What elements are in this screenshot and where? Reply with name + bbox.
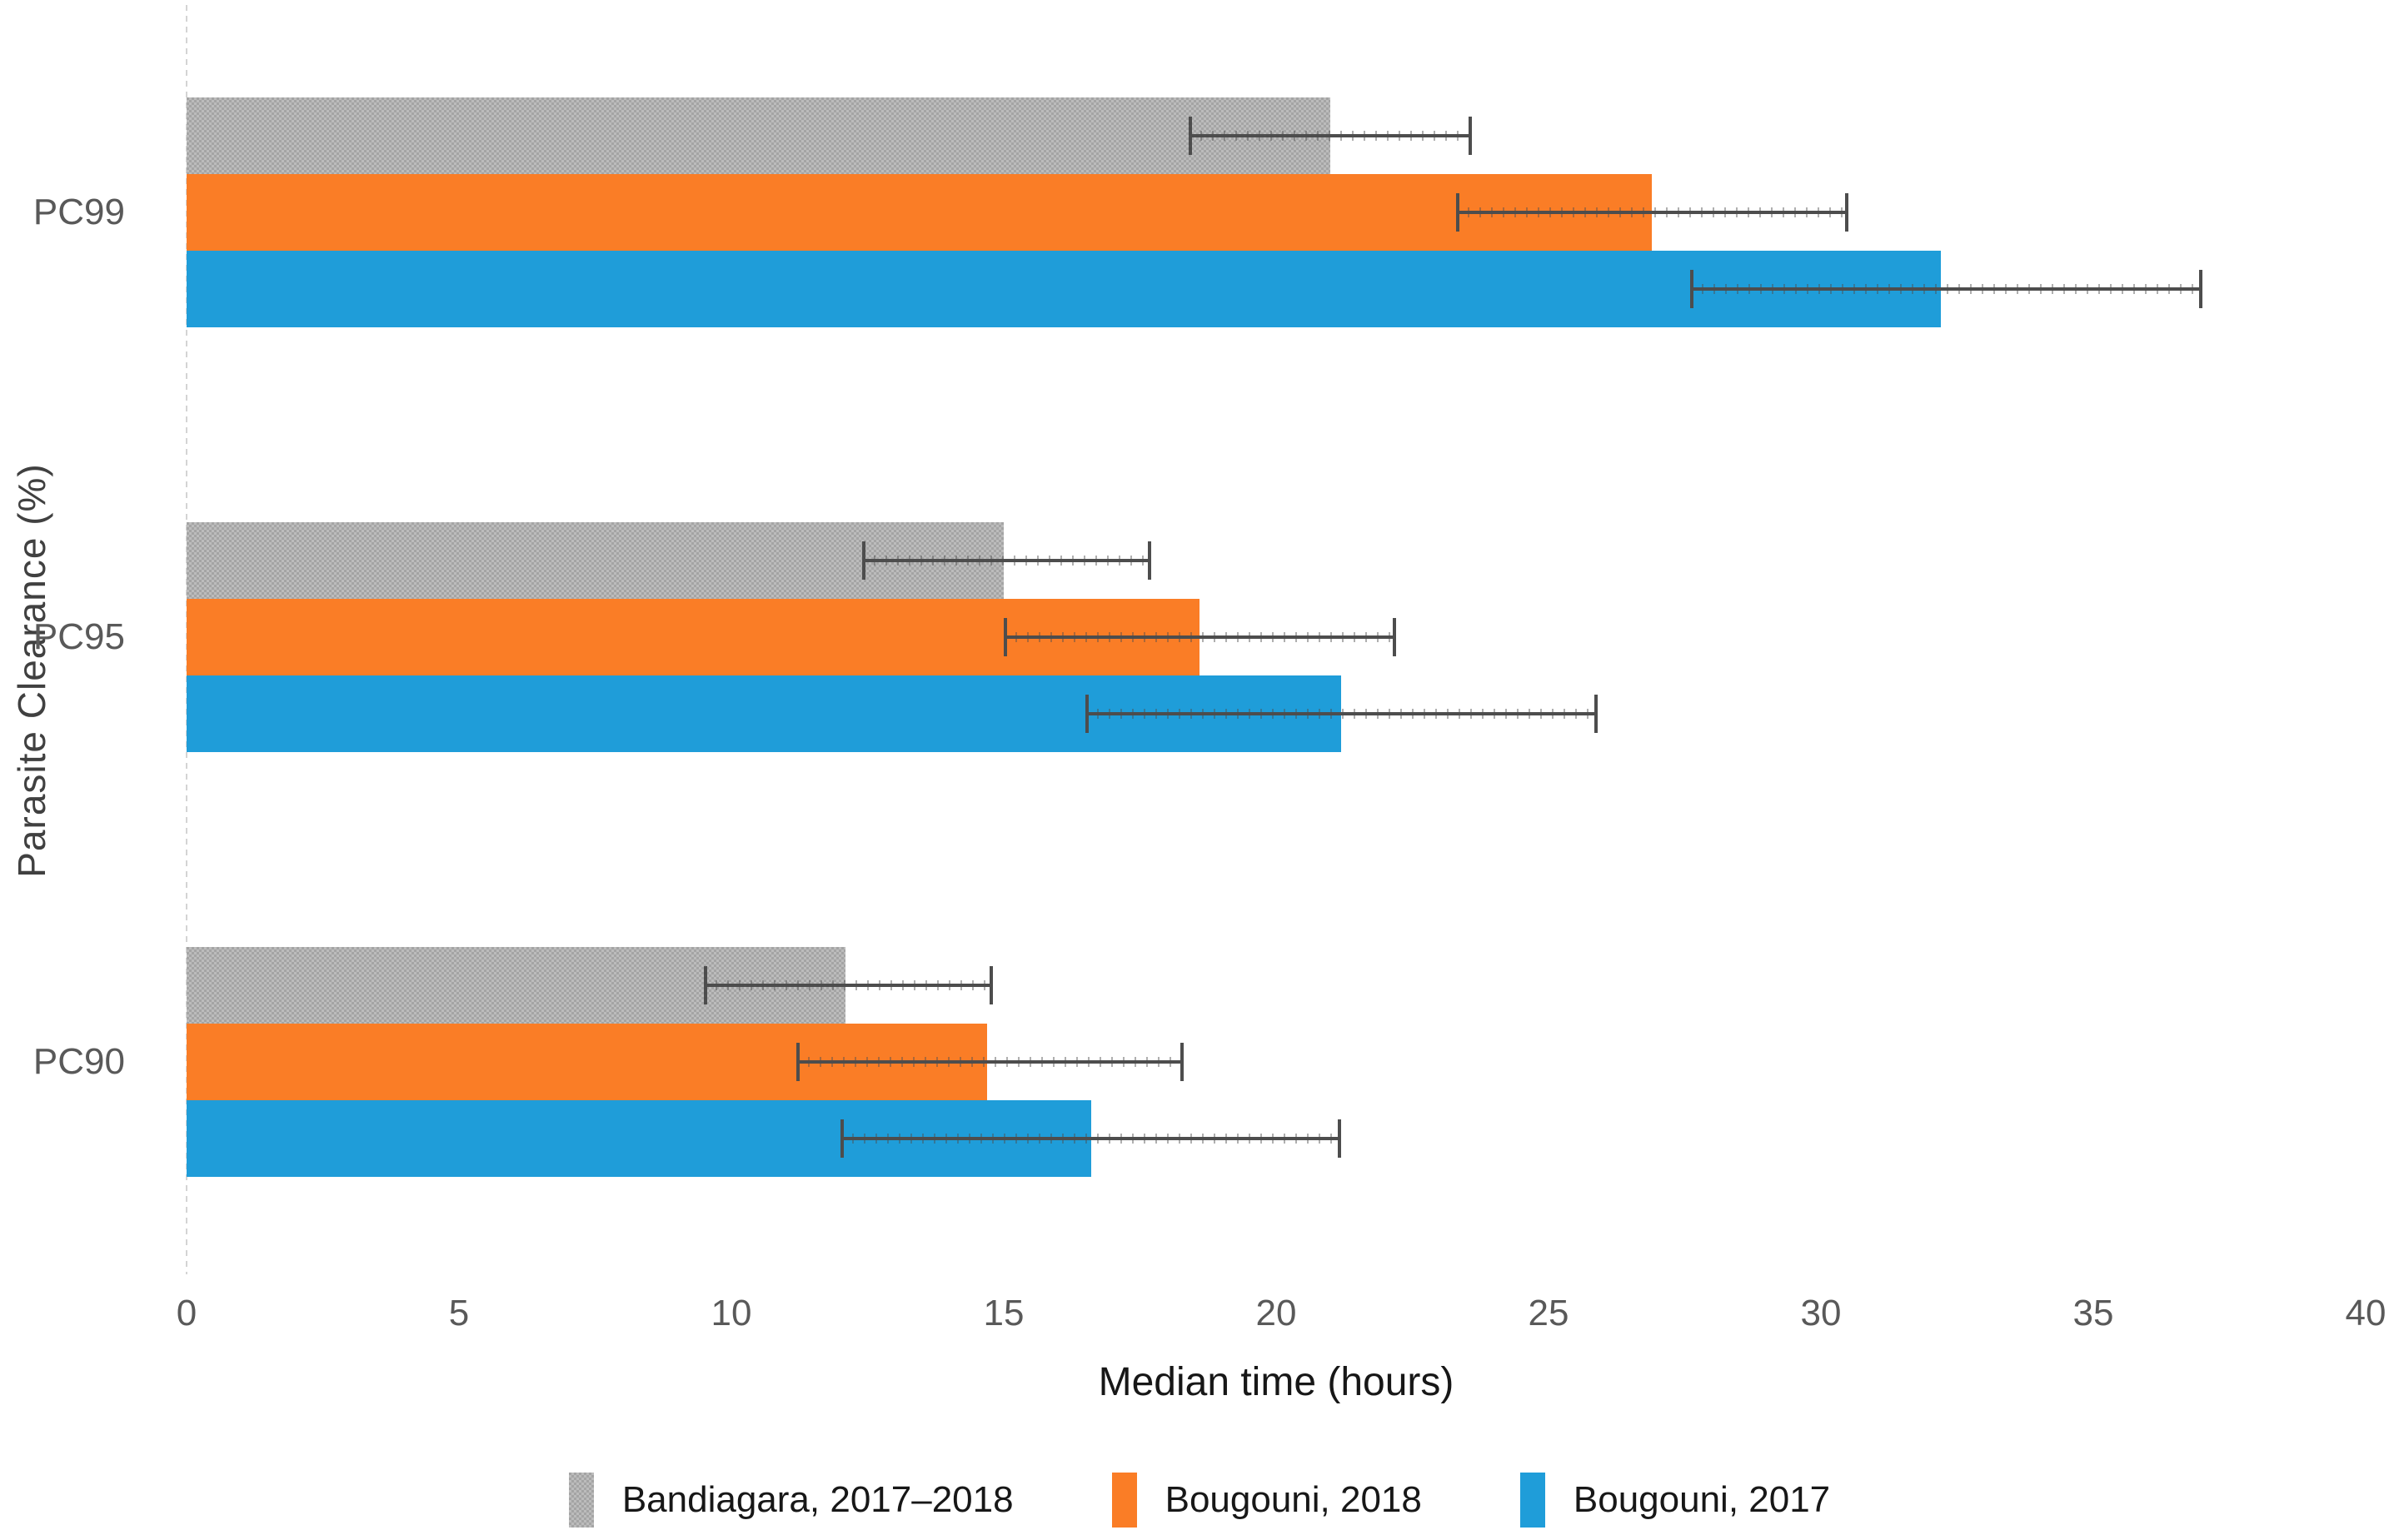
error-bar-pc95-bandiagara-2017-2018 xyxy=(861,541,1151,580)
error-bar-cap-left xyxy=(1455,193,1459,232)
error-bar-cap-left xyxy=(861,541,865,580)
error-bar-cap-left xyxy=(840,1119,844,1158)
error-bar-pc90-bandiagara-2017-2018 xyxy=(704,966,993,1004)
bar-row-pc99-bougouni-2018 xyxy=(187,174,2366,251)
bar-row-pc90-bougouni-2017 xyxy=(187,1100,2366,1177)
error-bar-cap-right xyxy=(1180,1043,1184,1081)
error-bar-pc95-bougouni-2017 xyxy=(1085,695,1598,733)
legend-swatch-bandiagara-2017-2018 xyxy=(568,1473,594,1528)
error-bar-cap-left xyxy=(1690,270,1694,308)
error-bar-pc95-bougouni-2018 xyxy=(1004,618,1396,656)
error-bar-cap-right xyxy=(1392,618,1396,656)
legend-item-bougouni-2018: Bougouni, 2018 xyxy=(1111,1473,1422,1528)
bar-row-pc99-bougouni-2017 xyxy=(187,251,2366,327)
bar-pc99-bougouni-2017 xyxy=(187,251,1941,327)
error-bar-cap-left xyxy=(1189,117,1193,155)
error-bar-line xyxy=(1455,211,1848,214)
category-label-pc99: PC99 xyxy=(32,192,125,232)
x-axis-title: Median time (hours) xyxy=(1098,1360,1454,1404)
error-bar-line xyxy=(1085,712,1598,715)
error-bar-cap-left xyxy=(704,966,708,1004)
x-tick-label-10: 10 xyxy=(711,1293,752,1333)
legend-item-bougouni-2017: Bougouni, 2017 xyxy=(1519,1473,1831,1528)
error-bar-line xyxy=(861,559,1151,562)
error-bar-line xyxy=(1690,287,2202,291)
error-bar-pc99-bougouni-2017 xyxy=(1690,270,2202,308)
error-bar-cap-right xyxy=(1338,1119,1342,1158)
category-label-pc90: PC90 xyxy=(32,1041,125,1082)
error-bar-pc90-bougouni-2017 xyxy=(840,1119,1342,1158)
bar-pc99-bougouni-2018 xyxy=(187,174,1653,251)
x-tick-label-0: 0 xyxy=(176,1293,197,1333)
bar-row-pc95-bougouni-2018 xyxy=(187,599,2366,675)
x-tick-label-5: 5 xyxy=(448,1293,470,1333)
bar-row-pc95-bandiagara-2017-2018 xyxy=(187,522,2366,599)
error-bar-pc90-bougouni-2018 xyxy=(796,1043,1184,1081)
legend-label-bougouni-2017: Bougouni, 2017 xyxy=(1573,1479,1831,1520)
bar-pc99-bandiagara-2017-2018 xyxy=(187,97,1331,174)
error-bar-cap-right xyxy=(1147,541,1151,580)
legend: Bandiagara, 2017–2018 Bougouni, 2018 Bougo… xyxy=(0,1473,2399,1528)
x-tick-label-35: 35 xyxy=(2072,1293,2114,1333)
error-bar-line xyxy=(840,1137,1342,1140)
error-bar-cap-right xyxy=(1469,117,1473,155)
error-bar-line xyxy=(796,1060,1184,1064)
error-bar-line xyxy=(704,984,993,987)
bar-row-pc95-bougouni-2017 xyxy=(187,675,2366,752)
error-bar-cap-right xyxy=(1844,193,1848,232)
error-bar-pc99-bougouni-2018 xyxy=(1455,193,1848,232)
error-bar-cap-right xyxy=(2198,270,2202,308)
error-bar-cap-left xyxy=(796,1043,800,1081)
legend-swatch-bougouni-2018 xyxy=(1111,1473,1137,1528)
y-axis-title: Parasite Clearance (%) xyxy=(10,463,53,878)
plot-area xyxy=(186,0,2366,1274)
bar-row-pc90-bougouni-2018 xyxy=(187,1024,2366,1100)
legend-label-bougouni-2018: Bougouni, 2018 xyxy=(1165,1479,1422,1520)
error-bar-line xyxy=(1189,134,1473,137)
x-tick-label-25: 25 xyxy=(1528,1293,1569,1333)
error-bar-line xyxy=(1004,635,1396,639)
error-bar-cap-left xyxy=(1085,695,1090,733)
category-group-pc90 xyxy=(187,850,2366,1274)
x-tick-label-40: 40 xyxy=(2345,1293,2387,1333)
category-label-pc95: PC95 xyxy=(32,616,125,657)
category-group-pc99 xyxy=(187,0,2366,425)
bar-row-pc90-bandiagara-2017-2018 xyxy=(187,947,2366,1024)
bar-row-pc99-bandiagara-2017-2018 xyxy=(187,97,2366,174)
x-axis-ticks: 0 5 10 15 20 25 30 35 40 xyxy=(177,1293,2387,1343)
error-bar-cap-right xyxy=(1594,695,1598,733)
x-tick-label-15: 15 xyxy=(983,1293,1025,1333)
legend-item-bandiagara-2017-2018: Bandiagara, 2017–2018 xyxy=(568,1473,1014,1528)
legend-label-bandiagara-2017-2018: Bandiagara, 2017–2018 xyxy=(621,1479,1014,1520)
x-tick-label-20: 20 xyxy=(1255,1293,1297,1333)
error-bar-cap-left xyxy=(1004,618,1007,656)
category-group-pc95 xyxy=(187,425,2366,850)
error-bar-cap-right xyxy=(989,966,993,1004)
legend-swatch-bougouni-2017 xyxy=(1519,1473,1545,1528)
x-tick-label-30: 30 xyxy=(1800,1293,1842,1333)
error-bar-pc99-bandiagara-2017-2018 xyxy=(1189,117,1473,155)
